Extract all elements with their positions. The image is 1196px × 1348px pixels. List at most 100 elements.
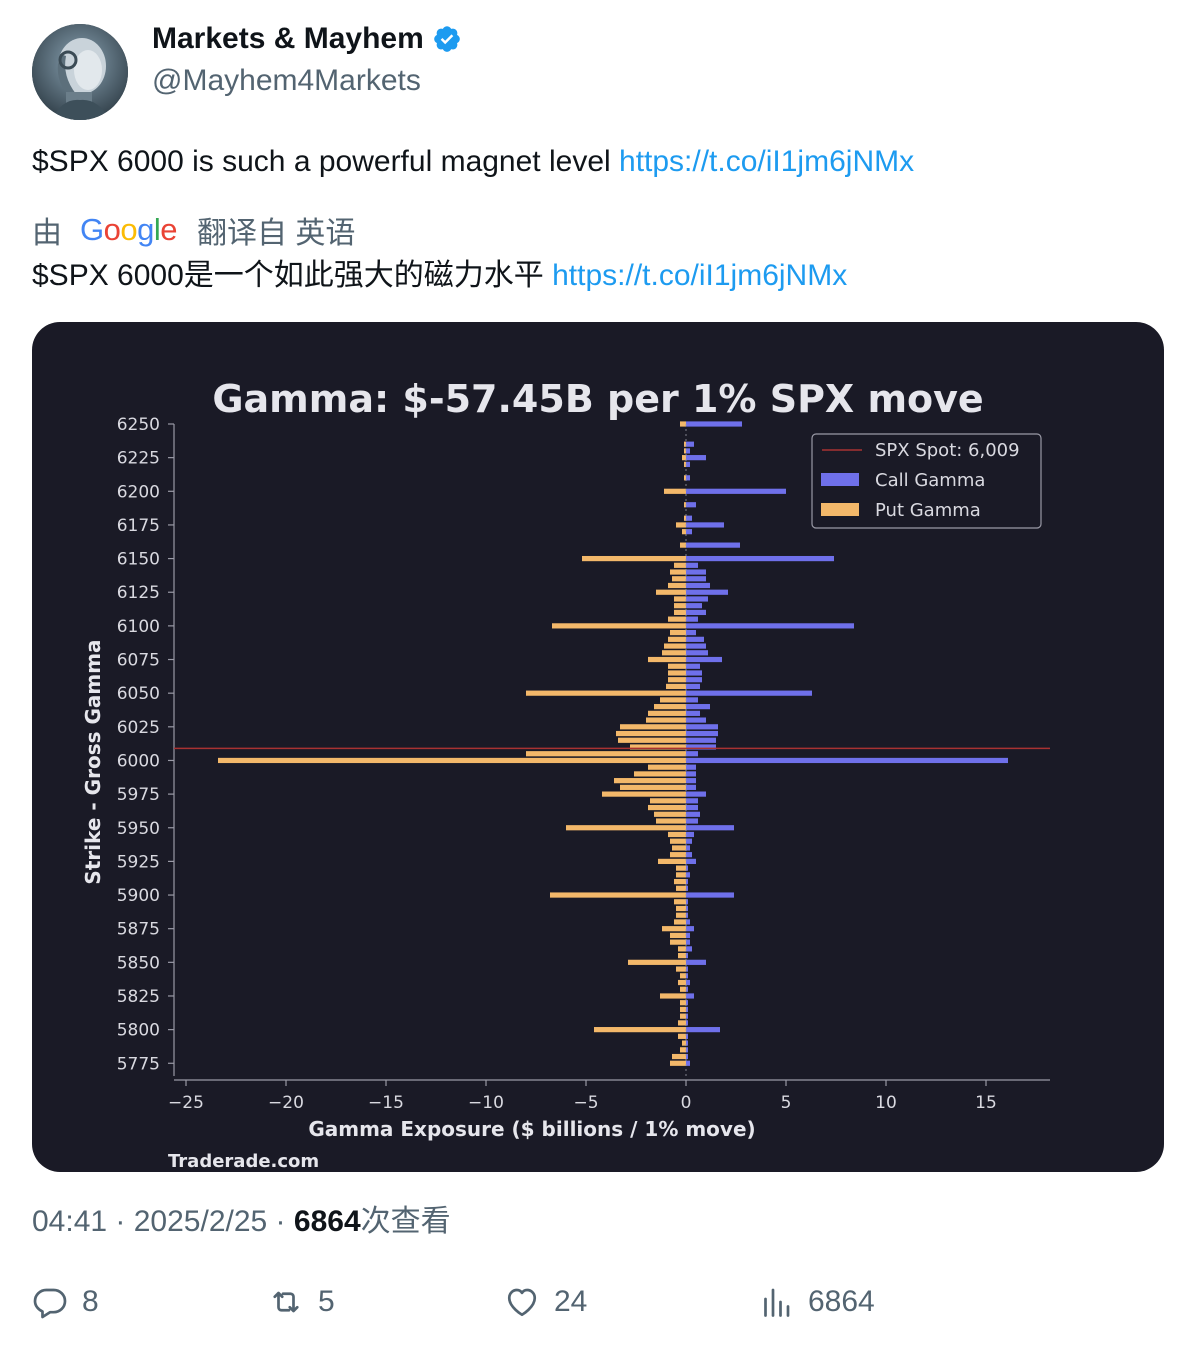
- call-gamma-bar: [686, 522, 724, 528]
- put-gamma-bar: [676, 865, 686, 871]
- put-gamma-bar: [684, 448, 686, 454]
- tweet-link[interactable]: https://t.co/iI1jm6jNMx: [619, 145, 915, 178]
- views-label: 次查看: [360, 1205, 451, 1238]
- x-tick-label: −15: [368, 1093, 404, 1113]
- tweet-body: $SPX 6000 is such a powerful magnet leve…: [32, 145, 620, 178]
- x-tick-label: −5: [573, 1093, 598, 1113]
- x-tick-label: 10: [875, 1093, 897, 1113]
- call-gamma-bar: [686, 1053, 688, 1060]
- tweet-media-chart[interactable]: Gamma: $-57.45B per 1% SPX move 6250 6225…: [32, 322, 1164, 1172]
- verified-badge-icon[interactable]: [432, 24, 462, 54]
- author-display-name[interactable]: Markets & Mayhem: [152, 22, 424, 55]
- tweet-text: $SPX 6000 is such a powerful magnet leve…: [32, 142, 914, 182]
- views-action-count: 6864: [808, 1285, 875, 1318]
- author-avatar[interactable]: [32, 24, 128, 120]
- call-gamma-bar: [686, 811, 700, 817]
- call-gamma-bar: [686, 878, 688, 885]
- put-gamma-bar: [614, 778, 686, 784]
- translated-link[interactable]: https://t.co/iI1jm6jNMx: [552, 259, 848, 292]
- call-gamma-bar: [686, 616, 698, 622]
- reply-button[interactable]: 8: [32, 1284, 99, 1320]
- like-button[interactable]: 24: [504, 1284, 587, 1320]
- call-gamma-bar: [686, 603, 702, 609]
- put-gamma-bar: [680, 1047, 686, 1053]
- y-tick-label: 5925: [117, 852, 160, 872]
- put-gamma-bar: [550, 892, 686, 898]
- call-gamma-bar: [686, 757, 1008, 764]
- call-gamma-bar: [686, 932, 690, 939]
- call-gamma-bar: [686, 670, 702, 676]
- meta-separator-2: ·: [267, 1205, 294, 1238]
- y-tick-label: 6000: [117, 751, 160, 771]
- tweet-date[interactable]: 2025/2/25: [133, 1205, 268, 1238]
- put-gamma-bar: [674, 609, 686, 616]
- put-gamma-bar: [656, 589, 686, 595]
- call-gamma-bar: [686, 979, 690, 986]
- call-gamma-bar: [686, 555, 834, 562]
- y-tick-label: 6150: [117, 550, 160, 570]
- x-tick-label: −10: [468, 1093, 504, 1113]
- call-gamma-bar: [686, 596, 708, 602]
- call-gamma-bar: [686, 892, 734, 898]
- put-gamma-bar: [620, 784, 686, 790]
- put-gamma-bar: [670, 838, 686, 844]
- put-gamma-bar: [676, 912, 686, 918]
- call-gamma-bar: [686, 1020, 688, 1026]
- call-gamma-bar: [686, 1033, 688, 1039]
- put-gamma-bar: [678, 979, 686, 986]
- put-gamma-bar: [664, 643, 686, 649]
- put-gamma-bar: [218, 757, 686, 764]
- author-handle[interactable]: @Mayhem4Markets: [152, 64, 421, 97]
- call-gamma-bar: [686, 912, 688, 918]
- translation-prefix: 由: [32, 217, 62, 250]
- put-gamma-bar: [668, 831, 686, 838]
- put-gamma-bar: [526, 751, 686, 757]
- call-gamma-bar: [686, 905, 688, 912]
- call-gamma-bar: [686, 441, 694, 447]
- tweet-actions: 8 5 24 6864: [32, 1284, 1164, 1324]
- translation-suffix[interactable]: 翻译自 英语: [197, 217, 356, 250]
- put-gamma-bar: [674, 899, 686, 905]
- y-tick-label: 5950: [117, 819, 160, 839]
- call-gamma-bar: [686, 515, 692, 521]
- call-gamma-bar: [686, 919, 690, 925]
- put-gamma-bar: [602, 791, 686, 797]
- translated-body: $SPX 6000是一个如此强大的磁力水平: [32, 259, 553, 292]
- x-tick-label: −25: [168, 1093, 204, 1113]
- call-gamma-bar: [686, 737, 716, 743]
- y-tick-label: 6125: [117, 583, 160, 603]
- heart-icon: [507, 1288, 537, 1317]
- views-button[interactable]: 6864: [758, 1284, 875, 1320]
- repost-button[interactable]: 5: [268, 1284, 335, 1320]
- y-tick-label: 6075: [117, 651, 160, 671]
- call-gamma-bar: [686, 1000, 688, 1006]
- put-gamma-bar: [682, 529, 686, 535]
- put-gamma-bar: [676, 885, 686, 891]
- put-gamma-bar: [674, 878, 686, 885]
- put-gamma-bar: [666, 683, 686, 690]
- call-gamma-bar: [686, 1006, 688, 1013]
- tweet-time[interactable]: 04:41: [32, 1205, 108, 1238]
- call-gamma-bar: [686, 1040, 688, 1046]
- x-axis-label: Gamma Exposure ($ billions / 1% move): [308, 1117, 755, 1141]
- put-gamma-bar: [552, 623, 686, 629]
- y-tick-label: 5825: [117, 987, 160, 1007]
- put-gamma-bar: [678, 953, 686, 959]
- put-gamma-bar: [668, 677, 686, 683]
- put-gamma-bar: [684, 441, 686, 447]
- reply-count: 8: [82, 1285, 99, 1318]
- call-gamma-bar: [686, 865, 688, 871]
- call-gamma-bar: [686, 421, 742, 427]
- y-tick-label: 5975: [117, 785, 160, 805]
- y-tick-label: 6250: [117, 415, 160, 435]
- put-gamma-bar: [628, 959, 686, 965]
- put-gamma-bar: [672, 1053, 686, 1060]
- call-gamma-bar: [686, 1027, 720, 1033]
- call-gamma-bar: [686, 973, 688, 979]
- call-gamma-bar: [686, 697, 698, 703]
- put-gamma-bar: [668, 616, 686, 622]
- y-axis-label: Strike - Gross Gamma: [81, 639, 105, 884]
- google-logo-icon: Google: [80, 212, 178, 247]
- call-gamma-bar: [686, 475, 690, 481]
- y-tick-labels: 6250 6225 6200 6175 6150 6125 6100 6075 6050 6025…: [117, 415, 174, 1074]
